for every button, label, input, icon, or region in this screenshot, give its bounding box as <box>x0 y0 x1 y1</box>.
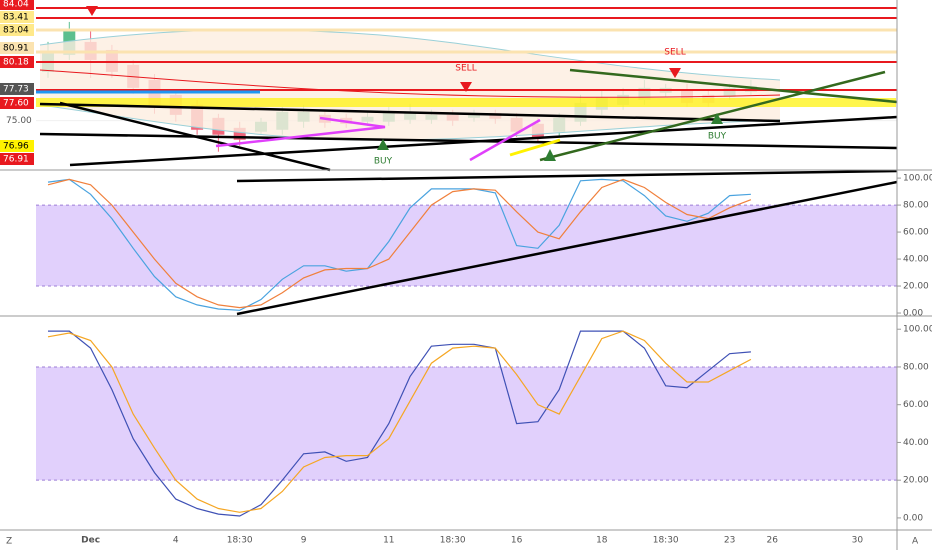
sell-marker <box>86 6 98 16</box>
stochastic-line <box>47 178 751 311</box>
y-tick-label: 60.00 <box>903 228 929 238</box>
y-tick-label: 100.00 <box>903 174 932 184</box>
price-tag-label: 76.91 <box>3 155 29 165</box>
price-tag-label: 77.60 <box>3 99 29 109</box>
y-tick-label: 75.00 <box>6 116 32 126</box>
y-tick-label: 60.00 <box>903 400 929 410</box>
price-tag <box>0 56 34 68</box>
annotation: SELL <box>664 48 685 58</box>
x-tick-label: Dec <box>81 536 100 546</box>
annotation: SELL <box>455 64 476 74</box>
band <box>36 366 897 481</box>
triangle-drawing <box>215 116 386 148</box>
price-tag <box>0 140 34 152</box>
price-tag-label: 83.41 <box>3 13 29 23</box>
price-tag-label: 83.04 <box>3 26 29 36</box>
x-tick-label: 18:30 <box>440 536 466 546</box>
price-tag-label: 80.91 <box>3 44 29 54</box>
x-tick-label: 23 <box>724 536 735 546</box>
price-tag <box>0 0 34 10</box>
trend-line <box>469 118 541 162</box>
buy-marker <box>544 149 556 161</box>
y-tick-label: 0.00 <box>903 513 923 523</box>
x-tick-label: 4 <box>173 536 179 546</box>
candle-body <box>233 127 246 140</box>
annotation: BUY <box>708 132 727 142</box>
stochastic-line <box>48 330 751 517</box>
trend-line <box>59 101 331 172</box>
trend-line <box>39 102 781 123</box>
trend-line <box>539 70 886 162</box>
y-tick-label: 20.00 <box>903 476 929 486</box>
y-tick-label: 40.00 <box>903 255 929 265</box>
trend-line <box>509 138 561 157</box>
trend-line <box>236 169 898 183</box>
price-tag-label: 84.04 <box>3 0 29 10</box>
price-tag <box>0 11 34 23</box>
corner-label[interactable]: Z <box>6 537 12 547</box>
x-tick-label: 30 <box>852 536 864 546</box>
price-tag <box>0 153 34 165</box>
y-tick-label: 80.00 <box>903 362 929 372</box>
zone <box>36 98 896 107</box>
trend-line <box>69 115 898 167</box>
price-tag-label: 76.96 <box>3 142 29 152</box>
y-tick-label: 100.00 <box>903 325 932 335</box>
sell-marker <box>460 82 472 92</box>
band-upper <box>39 29 781 81</box>
band <box>36 205 897 287</box>
band-cloud <box>40 29 780 140</box>
price-tag-label: 77.73 <box>3 85 29 95</box>
y-tick-label: 20.00 <box>903 282 929 292</box>
y-tick-label: 80.00 <box>903 201 929 211</box>
price-tag <box>0 42 34 54</box>
buy-marker <box>711 113 723 124</box>
trend-line <box>236 180 898 316</box>
price-tag <box>0 97 34 109</box>
stochastic-line <box>47 330 752 513</box>
y-tick-label: 40.00 <box>903 438 929 448</box>
price-tag <box>0 24 34 36</box>
price-tag-label: 80.18 <box>3 58 29 68</box>
x-tick-label: 11 <box>383 536 394 546</box>
x-tick-label: 18:30 <box>653 536 679 546</box>
stochastic-line <box>47 178 752 309</box>
y-tick-label: 0.00 <box>903 309 923 319</box>
trend-line <box>569 68 898 104</box>
x-tick-label: 18:30 <box>227 536 253 546</box>
x-tick-label: 26 <box>766 536 778 546</box>
price-tag <box>0 83 34 95</box>
annotation: BUY <box>374 157 393 167</box>
x-tick-label: 16 <box>511 536 523 546</box>
corner-label[interactable]: A <box>912 537 919 547</box>
sell-marker <box>669 68 681 78</box>
buy-marker <box>377 139 389 150</box>
x-tick-label: 9 <box>301 536 307 546</box>
x-tick-label: 18 <box>596 536 608 546</box>
